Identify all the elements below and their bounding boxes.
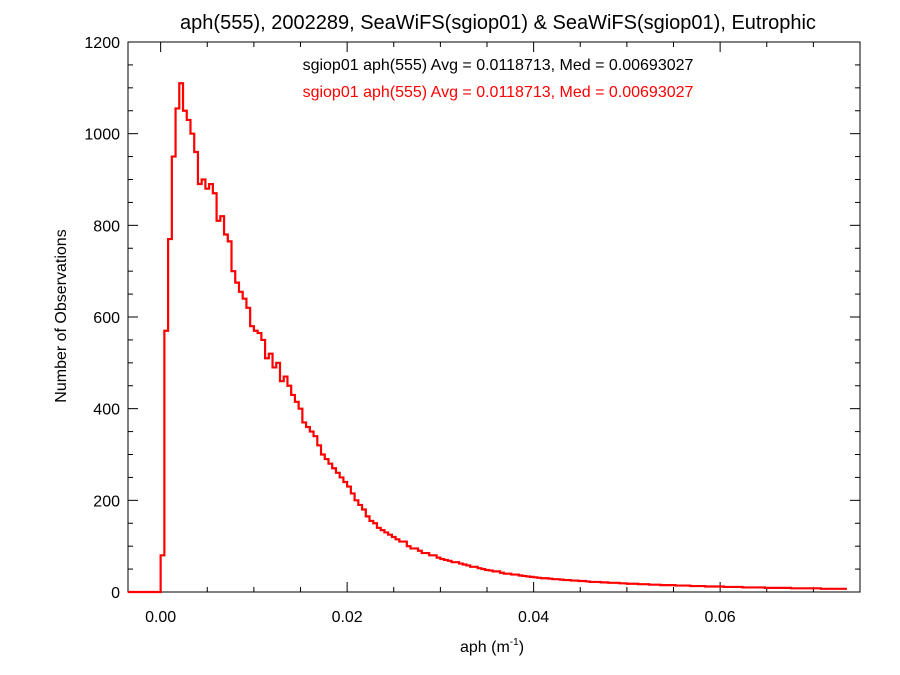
- stats-annotation-line: sgiop01 aph(555) Avg = 0.0118713, Med = …: [303, 57, 694, 74]
- y-tick-label: 1200: [84, 35, 120, 52]
- axis-tick-labels: 0 200 400 600 800 1000 1200 0.00 0.02 0.04 0.06: [84, 35, 735, 626]
- x-tick-label: 0.04: [518, 609, 549, 626]
- histogram-series-line: [128, 82, 847, 594]
- y-tick-label: 200: [93, 493, 120, 510]
- y-tick-label: 800: [93, 218, 120, 235]
- x-tick-label: 0.02: [332, 609, 363, 626]
- x-axis-label: aph (m-1): [460, 637, 524, 656]
- stats-annotation-line: sgiop01 aph(555) Avg = 0.0118713, Med = …: [303, 84, 694, 101]
- x-axis-label-superscript: -1: [510, 637, 519, 648]
- plot-frame: [127, 41, 861, 593]
- y-tick-label: 1000: [84, 127, 120, 144]
- x-axis-label-close: ): [519, 639, 524, 656]
- y-tick-label: 0: [111, 585, 120, 602]
- x-tick-label: 0.06: [705, 609, 736, 626]
- chart-title: aph(555), 2002289, SeaWiFS(sgiop01) & Se…: [180, 12, 816, 34]
- x-tick-label: 0.00: [145, 609, 176, 626]
- stats-annotations: sgiop01 aph(555) Avg = 0.0118713, Med = …: [303, 57, 694, 101]
- y-axis-label: Number of Observations: [53, 229, 70, 402]
- axis-ticks: [128, 41, 861, 593]
- y-tick-label: 600: [93, 310, 120, 327]
- y-tick-label: 400: [93, 402, 120, 419]
- x-axis-label-base: aph (m: [460, 639, 510, 656]
